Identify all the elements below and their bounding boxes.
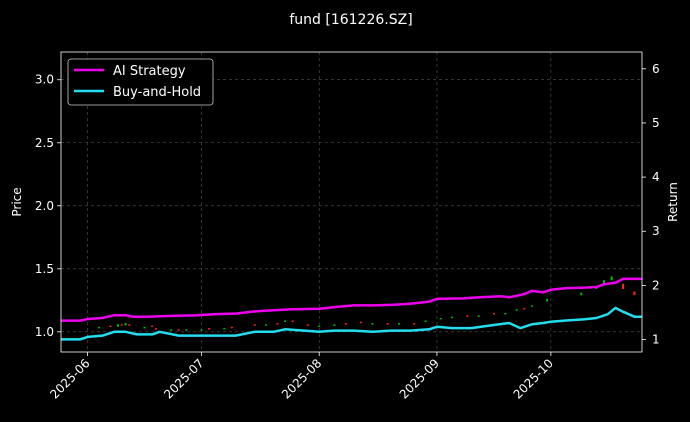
candle xyxy=(109,325,112,328)
y-right-tick-label: 4 xyxy=(652,170,660,184)
candle xyxy=(451,316,454,319)
candle xyxy=(530,305,533,307)
candle xyxy=(622,283,625,289)
y-axis-left: 1.0 1.5 2.0 2.5 3.0 xyxy=(35,73,61,339)
candle xyxy=(230,326,233,329)
candle xyxy=(413,323,416,325)
candle xyxy=(170,329,173,331)
y-left-tick-label: 1.5 xyxy=(35,262,54,276)
candle xyxy=(344,323,347,325)
candle xyxy=(276,323,279,325)
y-axis-left-label: Price xyxy=(10,187,24,216)
x-tick-label: 2025-08 xyxy=(279,356,324,401)
candle xyxy=(333,324,336,326)
candle xyxy=(580,292,583,296)
candle xyxy=(177,329,180,331)
candle xyxy=(610,276,613,281)
candle xyxy=(371,323,374,325)
x-tick-label: 2025-09 xyxy=(397,356,442,401)
candle xyxy=(492,312,495,315)
y-right-tick-label: 6 xyxy=(652,62,660,76)
y-axis-right-label: Return xyxy=(666,182,680,222)
y-right-tick-label: 1 xyxy=(652,333,660,347)
candle xyxy=(546,299,549,302)
y-axis-right: 1 2 3 4 5 6 xyxy=(642,62,660,347)
y-left-tick-label: 3.0 xyxy=(35,73,54,87)
candle xyxy=(253,324,256,326)
chart-title: fund [161226.SZ] xyxy=(289,12,412,28)
candle xyxy=(318,325,321,328)
legend-label-ai-strategy: AI Strategy xyxy=(113,64,186,79)
candle xyxy=(265,324,268,326)
candle xyxy=(466,315,469,317)
y-left-tick-label: 1.0 xyxy=(35,325,54,339)
series-lines xyxy=(61,277,642,341)
candle xyxy=(185,329,188,331)
candle xyxy=(284,320,287,322)
candle xyxy=(151,325,154,328)
x-axis: 2025-06 2025-07 2025-08 2025-09 2025-10 xyxy=(47,352,556,402)
candle xyxy=(633,291,636,296)
candle xyxy=(154,328,157,330)
candle xyxy=(523,307,526,310)
legend: AI Strategy Buy-and-Hold xyxy=(67,58,214,106)
series-line-ai-strategy xyxy=(61,277,642,322)
y-right-tick-label: 5 xyxy=(652,116,660,130)
candle xyxy=(208,328,211,330)
candle xyxy=(359,321,362,324)
candle xyxy=(386,323,389,325)
candle xyxy=(603,280,606,286)
y-right-tick-label: 3 xyxy=(652,224,660,238)
plot-frame xyxy=(60,51,643,353)
candle xyxy=(439,317,442,320)
candle xyxy=(397,323,400,325)
candle xyxy=(97,326,100,329)
legend-label-buy-and-hold: Buy-and-Hold xyxy=(113,85,201,100)
y-left-tick-label: 2.5 xyxy=(35,136,54,150)
candle xyxy=(515,309,518,311)
candle xyxy=(504,312,507,315)
y-left-tick-label: 2.0 xyxy=(35,199,54,213)
candle xyxy=(120,324,123,326)
price-candles xyxy=(97,276,636,331)
y-right-tick-label: 2 xyxy=(652,278,660,292)
x-tick-label: 2025-10 xyxy=(511,356,556,401)
candle xyxy=(200,329,203,331)
legend-box xyxy=(67,58,214,106)
candle xyxy=(477,315,480,317)
series-line-buy-and-hold xyxy=(61,306,642,341)
candle xyxy=(124,323,127,326)
candle xyxy=(291,320,294,322)
x-tick-label: 2025-07 xyxy=(161,356,206,401)
x-tick-label: 2025-06 xyxy=(47,356,92,401)
candle xyxy=(128,324,131,326)
candle xyxy=(223,328,226,330)
candle xyxy=(424,320,427,322)
candle xyxy=(143,326,146,329)
candle xyxy=(306,324,309,326)
candle xyxy=(116,324,119,327)
